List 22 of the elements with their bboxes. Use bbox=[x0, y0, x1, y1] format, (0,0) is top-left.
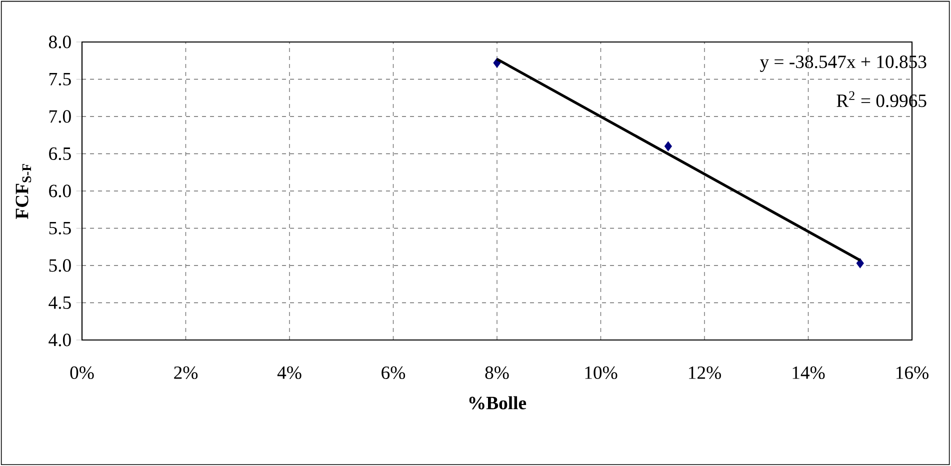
x-tick-label: 2% bbox=[174, 366, 198, 380]
x-tick-label: 12% bbox=[689, 366, 721, 380]
y-tick-label: 5.0 bbox=[49, 259, 71, 272]
y-tick-label: 4.5 bbox=[48, 296, 71, 310]
y-tick-label: 7.5 bbox=[50, 72, 71, 86]
y-tick-label: 7.0 bbox=[50, 110, 71, 123]
y-tick-label: 6.5 bbox=[49, 147, 71, 160]
x-axis-title: %Bolle bbox=[469, 396, 526, 410]
y-tick-label: 8.0 bbox=[48, 36, 71, 48]
x-tick-label: 0% bbox=[70, 366, 94, 380]
x-tick-label: 16% bbox=[896, 366, 928, 380]
y-tick-label: 5.5 bbox=[49, 222, 71, 234]
point bbox=[664, 141, 672, 152]
y-tick-label: 6.0 bbox=[49, 184, 71, 198]
point bbox=[856, 258, 864, 268]
y-tick-label: 4.0 bbox=[48, 334, 71, 346]
x-tick-label: 10% bbox=[585, 366, 618, 380]
x-tick-label: 8% bbox=[485, 366, 509, 380]
x-tick-label: 4% bbox=[277, 366, 302, 380]
x-tick-label: 14% bbox=[792, 366, 825, 380]
x-tick-label: 6% bbox=[382, 366, 406, 380]
y-axis-title: FCF$_{S-F}$ bbox=[16, 164, 32, 219]
